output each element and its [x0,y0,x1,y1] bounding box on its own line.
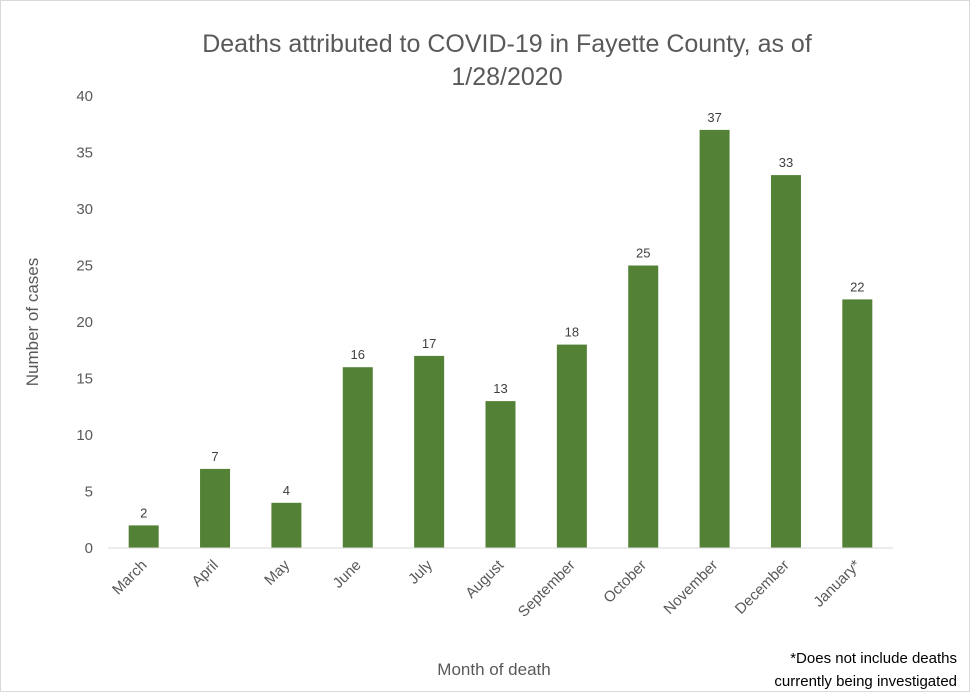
y-tick-label: 25 [76,258,93,275]
data-label: 2 [140,505,147,520]
bar-october [628,265,659,548]
x-tick-label: May [261,556,293,588]
y-axis-ticks: 0 5 10 15 20 25 30 35 40 [76,88,93,557]
y-tick-label: 0 [85,540,93,557]
x-axis-ticks: March April May June July August September Octo… [109,556,864,620]
bar-september [556,344,587,548]
x-tick-label: July [405,556,436,587]
data-label: 33 [779,155,793,170]
data-label: 16 [351,347,365,362]
y-tick-label: 5 [85,484,93,501]
bar-june [342,367,373,548]
bar-december [770,175,801,548]
data-label: 22 [850,279,864,294]
bar-april [200,468,231,548]
footnote-line-1: *Does not include deaths [790,650,957,667]
bar-august [485,401,516,548]
x-tick-label: April [189,557,222,590]
data-label: 18 [565,325,579,340]
data-label: 4 [283,483,290,498]
y-axis-title: Number of cases [23,258,42,387]
bar-may [271,502,302,548]
x-tick-label: August [462,556,508,602]
data-label: 25 [636,246,650,261]
footnote-line-2: currently being investigated [774,673,957,690]
y-tick-label: 10 [76,427,93,444]
bar-july [414,355,445,548]
y-tick-label: 30 [76,201,93,218]
data-label: 37 [707,110,721,125]
y-tick-label: 15 [76,371,93,388]
bar-march [128,525,159,548]
bar-january [842,299,873,548]
x-tick-label: September [515,557,579,621]
x-tick-label: January* [810,557,864,611]
data-label: 7 [211,449,218,464]
y-tick-label: 20 [76,314,93,331]
x-tick-label: October [600,557,650,607]
data-label: 17 [422,336,436,351]
x-tick-label: March [109,557,150,598]
chart-title-line-2: 1/28/2020 [451,63,562,91]
x-tick-label: June [330,557,365,592]
x-tick-label: November [660,557,721,618]
y-tick-label: 40 [76,88,93,105]
bar-november [699,129,730,548]
bars [128,129,873,548]
x-axis-title: Month of death [437,660,550,679]
x-tick-label: December [732,557,793,618]
y-tick-label: 35 [76,145,93,162]
data-labels: 2 7 4 16 17 13 18 25 37 33 22 [140,110,864,521]
data-label: 13 [493,381,507,396]
chart-title-line-1: Deaths attributed to COVID-19 in Fayette… [202,30,812,58]
